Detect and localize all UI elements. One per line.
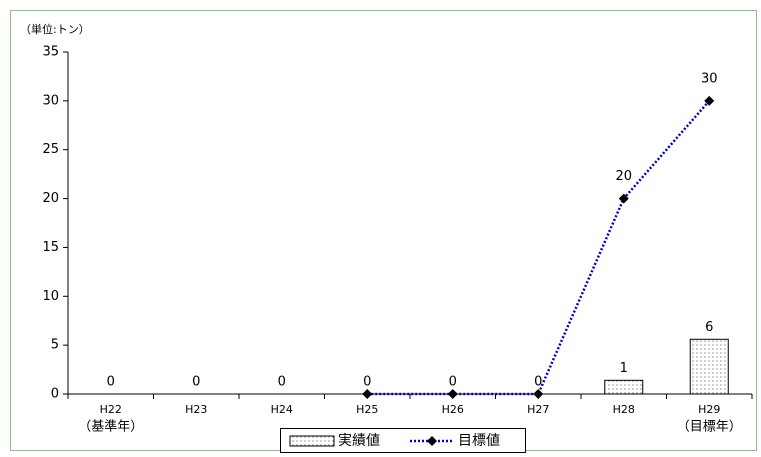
- x-tick-note: （目標年）: [677, 420, 742, 435]
- x-tick-label: H23: [185, 403, 207, 416]
- bar-value-label: 0: [278, 375, 286, 390]
- unit-label: （単位:トン）: [20, 22, 90, 36]
- x-tick-label: H24: [271, 403, 293, 416]
- legend-swatch: [289, 435, 335, 447]
- bar-value-label: 0: [534, 375, 542, 390]
- bar-value-label: 1: [620, 361, 628, 376]
- bar-value-label: 0: [363, 375, 371, 390]
- y-tick-label: 15: [42, 240, 59, 255]
- bar-value-label: 0: [449, 375, 457, 390]
- bar-value-label: 6: [705, 320, 713, 335]
- x-tick-label: H26: [442, 403, 464, 416]
- y-tick-label: 25: [42, 142, 59, 157]
- line-value-label: 30: [701, 71, 718, 86]
- x-tick-label: H28: [613, 403, 635, 416]
- legend-marker: [427, 436, 437, 446]
- y-tick-label: 10: [42, 289, 59, 304]
- line-marker: [618, 193, 629, 204]
- chart-border: [10, 10, 757, 451]
- y-tick-label: 5: [51, 338, 59, 353]
- y-tick-label: 0: [51, 387, 59, 402]
- line-marker: [533, 389, 544, 399]
- line-value-label: 20: [615, 169, 632, 184]
- x-tick-label: H29: [698, 403, 720, 416]
- bar: [689, 338, 729, 395]
- legend: 実績値 目標値: [280, 428, 526, 453]
- x-tick-label: H27: [527, 403, 549, 416]
- bar: [604, 379, 644, 395]
- line-marker: [447, 389, 458, 399]
- legend-label: 目標値: [458, 433, 500, 449]
- y-tick-label: 30: [42, 93, 59, 108]
- bar-value-label: 0: [107, 375, 115, 390]
- x-tick-label: H22: [100, 403, 122, 416]
- x-tick-label: H25: [356, 403, 378, 416]
- legend-label: 実績値: [338, 433, 380, 449]
- line-marker: [704, 95, 715, 106]
- x-tick-note: （基準年）: [78, 419, 143, 435]
- line: [367, 100, 711, 396]
- y-tick-label: 35: [42, 45, 59, 60]
- bar-value-label: 0: [192, 375, 200, 390]
- line-marker: [362, 389, 373, 399]
- y-tick-label: 20: [42, 191, 59, 206]
